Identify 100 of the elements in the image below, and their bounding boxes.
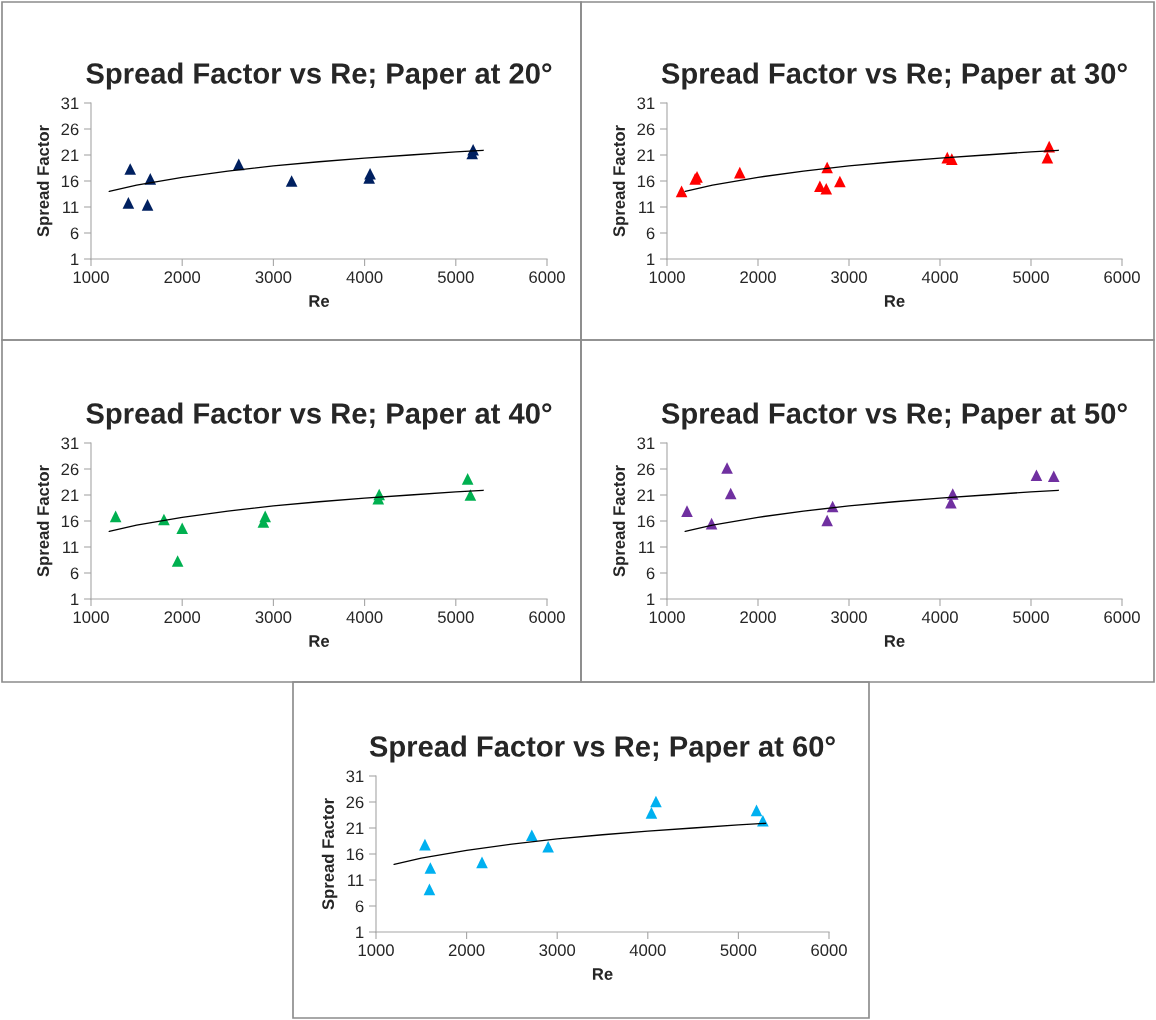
point xyxy=(721,462,733,474)
y-tick-label: 26 xyxy=(61,463,79,476)
y-axis-title: Spread Factor xyxy=(36,125,53,237)
point xyxy=(109,510,122,523)
x-tick-label: 5000 xyxy=(437,271,474,284)
y-axis-title: Spread Factor xyxy=(36,465,53,577)
x-tick-label: 1000 xyxy=(649,611,685,624)
x-tick-label: 2000 xyxy=(740,611,776,624)
point xyxy=(645,807,658,819)
x-tick-label: 1000 xyxy=(358,944,394,957)
y-tick-label: 16 xyxy=(346,848,364,861)
y-tick-label: 21 xyxy=(346,822,364,835)
x-tick-label: 4000 xyxy=(629,944,666,957)
x-tick-label: 4000 xyxy=(346,611,383,624)
x-axis-title: Re xyxy=(309,635,330,647)
y-tick-label: 16 xyxy=(61,175,79,188)
point xyxy=(122,197,135,209)
point xyxy=(285,175,298,187)
y-tick-label: 26 xyxy=(637,123,655,136)
chart-title: Spread Factor vs Re; Paper at 50° xyxy=(661,402,1127,430)
y-tick-label: 16 xyxy=(637,515,655,528)
x-tick-label: 1000 xyxy=(649,271,685,284)
point xyxy=(733,166,746,179)
y-tick-label: 1 xyxy=(356,926,364,939)
point xyxy=(1041,151,1054,164)
point xyxy=(423,883,436,896)
point xyxy=(542,840,554,853)
point xyxy=(259,510,271,523)
x-tick-label: 5000 xyxy=(1013,611,1049,624)
x-tick-label: 3000 xyxy=(539,944,576,957)
point xyxy=(424,862,437,874)
point xyxy=(171,555,184,567)
x-axis-title: Re xyxy=(592,968,613,980)
y-tick-label: 11 xyxy=(348,874,364,887)
x-tick-label: 5000 xyxy=(1013,271,1049,284)
point xyxy=(141,199,154,211)
x-axis-title: Re xyxy=(309,295,330,307)
y-axis-title: Spread Factor xyxy=(612,125,629,237)
point xyxy=(464,489,477,501)
y-tick-label: 11 xyxy=(63,201,79,214)
x-tick-label: 2000 xyxy=(740,271,776,284)
point xyxy=(526,829,538,842)
point xyxy=(724,487,737,500)
y-tick-label: 6 xyxy=(70,227,79,240)
y-tick-label: 11 xyxy=(63,541,79,554)
y-tick-label: 31 xyxy=(61,437,79,450)
x-axis-title: Re xyxy=(884,635,905,647)
point xyxy=(946,153,958,165)
y-tick-label: 11 xyxy=(639,201,655,214)
y-tick-label: 16 xyxy=(637,175,655,188)
y-tick-label: 31 xyxy=(637,97,655,110)
y-tick-label: 26 xyxy=(637,463,655,476)
y-tick-label: 16 xyxy=(61,515,79,528)
line-series xyxy=(684,489,1059,533)
chart-title: Spread Factor vs Re; Paper at 30° xyxy=(661,62,1127,90)
x-tick-label: 3000 xyxy=(255,271,292,284)
x-tick-label: 3000 xyxy=(831,271,867,284)
y-tick-label: 26 xyxy=(346,796,364,809)
y-tick-label: 1 xyxy=(647,253,655,266)
x-tick-label: 2000 xyxy=(164,611,201,624)
point xyxy=(176,522,189,535)
point xyxy=(834,175,846,188)
y-tick-label: 31 xyxy=(637,437,655,450)
y-tick-label: 31 xyxy=(346,770,364,783)
point xyxy=(821,514,833,527)
x-tick-label: 3000 xyxy=(831,611,867,624)
point xyxy=(461,473,474,485)
x-tick-label: 6000 xyxy=(1104,611,1140,624)
chart-title: Spread Factor vs Re; Paper at 40° xyxy=(86,402,552,430)
chart-title: Spread Factor vs Re; Paper at 20° xyxy=(86,62,552,90)
x-tick-label: 4000 xyxy=(346,271,383,284)
y-tick-label: 1 xyxy=(647,593,655,606)
y-tick-label: 6 xyxy=(646,227,655,240)
point xyxy=(124,163,137,175)
point xyxy=(1030,469,1043,482)
y-tick-label: 1 xyxy=(71,593,79,606)
point xyxy=(757,814,769,827)
x-tick-label: 4000 xyxy=(921,611,958,624)
line-series xyxy=(108,149,484,193)
y-axis-title: Spread Factor xyxy=(612,465,629,577)
x-tick-label: 1000 xyxy=(73,611,109,624)
line-series xyxy=(108,489,484,533)
point xyxy=(1047,470,1060,483)
y-tick-label: 6 xyxy=(355,900,364,913)
y-tick-label: 6 xyxy=(646,567,655,580)
point xyxy=(681,505,693,517)
x-tick-label: 5000 xyxy=(720,944,757,957)
point xyxy=(820,182,833,195)
y-tick-label: 6 xyxy=(70,567,79,580)
x-tick-label: 5000 xyxy=(437,611,474,624)
y-tick-label: 31 xyxy=(61,97,79,110)
x-tick-label: 6000 xyxy=(1104,271,1140,284)
x-tick-label: 6000 xyxy=(529,611,565,624)
x-tick-label: 3000 xyxy=(255,611,292,624)
x-axis-title: Re xyxy=(884,295,905,307)
point xyxy=(750,804,763,817)
y-tick-label: 11 xyxy=(639,541,655,554)
y-tick-label: 21 xyxy=(637,149,655,162)
x-tick-label: 1000 xyxy=(73,271,109,284)
point xyxy=(364,167,376,180)
